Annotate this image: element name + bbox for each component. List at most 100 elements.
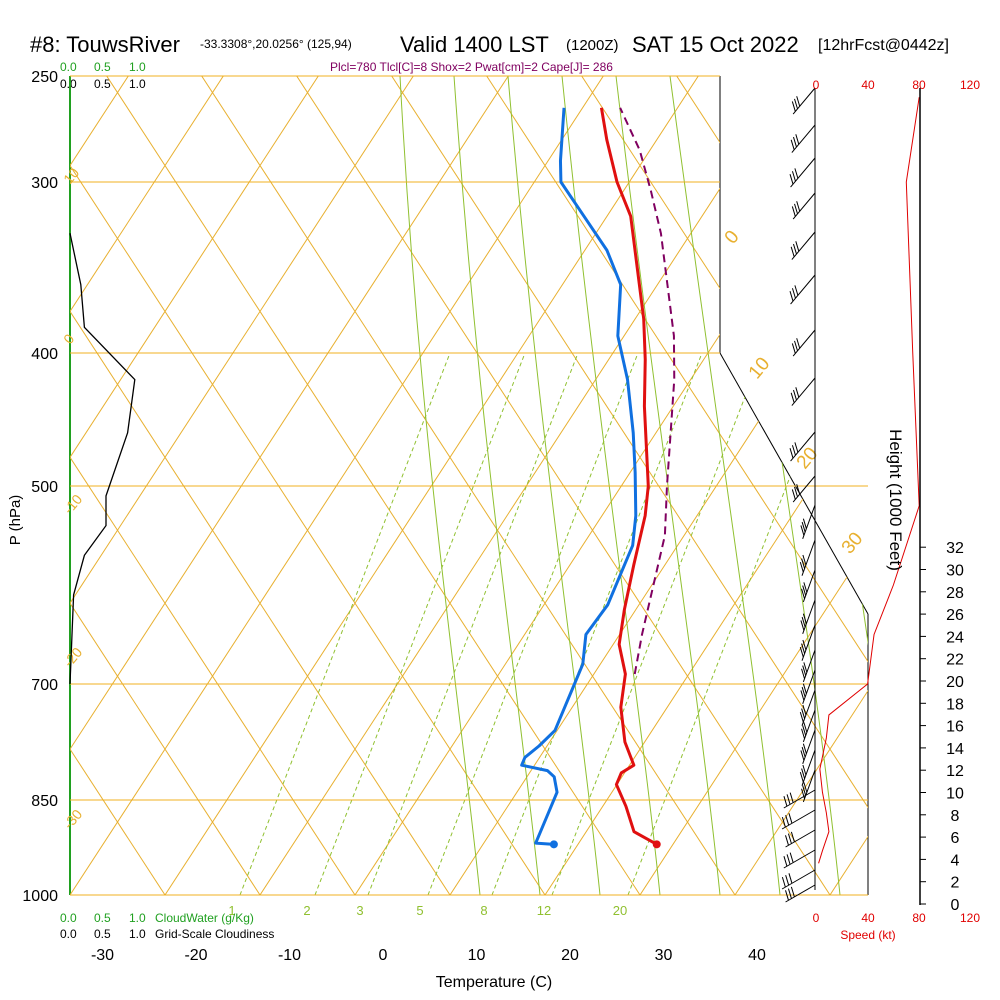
wind-barb-flag — [799, 646, 804, 658]
wind-barb-flag — [802, 683, 807, 694]
cloudiness-bottom-tick: 0.5 — [94, 927, 111, 941]
wind-barb-flag — [795, 387, 800, 398]
pressure-tick-label: 500 — [31, 479, 58, 496]
wind-barb-flag — [794, 340, 798, 351]
wind-barb-flag — [795, 241, 800, 252]
moist-adiabat-line — [507, 76, 601, 895]
wind-barb-flag — [791, 445, 796, 456]
temperature-ticks: -30 -20 -10 0 10 20 30 40 — [91, 947, 766, 964]
series-parcel-line — [619, 107, 676, 675]
pressure-ticks: 250 300 400 500 700 850 1000 — [22, 69, 58, 905]
wind-barb-flag — [794, 203, 798, 214]
height-tick-label: 16 — [946, 719, 964, 736]
wind-barb-flag — [803, 662, 808, 673]
cloudiness-bottom-tick: 1.0 — [129, 927, 146, 941]
wind-barb-staff — [801, 539, 816, 576]
wind-barb-flag — [791, 171, 796, 182]
series-temperature-line — [599, 107, 658, 846]
wind-barb-flag — [800, 750, 805, 761]
wind-barb-flag — [791, 489, 796, 500]
wind-barb-flag — [785, 875, 790, 886]
wind-barb-staff — [792, 87, 816, 115]
wind-barb-flag — [789, 448, 794, 459]
wind-barb-flag — [790, 831, 795, 843]
wind-barb-flag — [803, 782, 808, 793]
cloud-legend: 0.0 0.5 1.0 CloudWater (g/Kg) 0.0 0.5 1.… — [60, 911, 274, 941]
mixing-ratio-line — [427, 352, 639, 895]
wind-barb-flag — [788, 813, 793, 824]
wind-barb-flag — [795, 134, 800, 145]
wind-barb-flag — [791, 101, 796, 112]
isobars — [70, 75, 868, 896]
mixing-ratio-line — [551, 352, 763, 895]
wind-barb-flag — [801, 746, 806, 758]
cloudwater-label: CloudWater (g/Kg) — [155, 911, 254, 925]
height-label: Height (1000 Feet) — [886, 429, 905, 571]
temperature-tick-label: 30 — [655, 947, 673, 964]
station-title: #8: TouwsRiver — [30, 32, 180, 57]
forecast-label: [12hrFcst@0442z] — [818, 37, 949, 54]
valid-date: SAT 15 Oct 2022 — [632, 32, 799, 57]
dry-adiabat-label: 10 — [745, 354, 775, 384]
wind-barb-flag — [800, 690, 805, 701]
speed-tick-bottom: 0 — [813, 911, 820, 925]
pressure-tick-label: 250 — [31, 69, 58, 86]
cloudwater-bottom-tick: 0.0 — [60, 911, 77, 925]
height-tick-label: 14 — [946, 741, 964, 758]
height-tick-label: 2 — [951, 875, 960, 892]
station-coords: -33.3308°,20.0256° (125,94) — [200, 37, 352, 51]
wind-barb-staff — [785, 829, 816, 848]
wind-barb-staff — [781, 809, 816, 830]
height-tick-label: 8 — [951, 808, 960, 825]
height-tick-label: 20 — [946, 674, 964, 691]
height-tick-label: 30 — [946, 563, 964, 580]
wind-barb-flag — [801, 788, 806, 799]
dry-adiabat-label: 0 — [721, 227, 744, 249]
dry-adiabat-label: -10 — [60, 491, 85, 517]
wind-barb-flag — [789, 792, 794, 803]
wind-barb-flag — [786, 794, 791, 805]
mixing-ratio-label: 8 — [480, 903, 487, 918]
wind-barb-staff — [802, 599, 816, 634]
cloudwater-tick: 1.0 — [129, 60, 146, 74]
height-tick-label: 22 — [946, 652, 964, 669]
isotherm-line — [639, 76, 868, 895]
pressure-tick-label: 700 — [31, 677, 58, 694]
wind-barb-flag — [803, 582, 808, 593]
dry-adiabat-line — [70, 76, 356, 895]
moist-adiabat-line — [615, 76, 721, 895]
speed-tick-bottom: 40 — [861, 911, 875, 925]
moist-adiabat-line — [669, 76, 781, 895]
height-tick-label: 18 — [946, 696, 964, 713]
wind-barb-flag — [787, 833, 792, 844]
wind-barb-staff — [790, 157, 816, 188]
wind-panel: 0 40 80 120 0 40 80 120 Speed (kt) — [781, 78, 980, 942]
isotherm-line — [259, 76, 821, 895]
wind-barb-flag — [793, 136, 797, 148]
wind-barb-staff — [783, 849, 816, 869]
wind-barb-flag — [801, 588, 806, 599]
wind-barb-staff — [792, 329, 816, 357]
dry-adiabat-line — [70, 76, 451, 895]
height-tick-label: 6 — [951, 830, 960, 847]
wind-barb-flag — [790, 392, 795, 403]
wind-barb-flag — [802, 743, 807, 754]
isotherm-line — [164, 76, 726, 895]
wind-barb-flag — [789, 174, 794, 185]
dry-adiabat-line — [554, 76, 868, 895]
mixing-ratio-label: 3 — [356, 903, 363, 918]
wind-barb-flag — [802, 518, 807, 529]
dry-adiabat-label: -20 — [60, 644, 85, 670]
wind-barb-flag — [788, 873, 793, 884]
cloudiness-line — [69, 233, 136, 685]
mixing-ratio-label: 1 — [228, 903, 235, 918]
wind-barb-flag — [793, 389, 797, 401]
moist-adiabat-line — [561, 76, 661, 895]
dry-adiabat-line — [70, 76, 546, 895]
mixing-ratio-line — [239, 352, 451, 895]
wind-barb-flag — [794, 98, 798, 109]
dry-adiabat-label: 30 — [838, 529, 868, 559]
